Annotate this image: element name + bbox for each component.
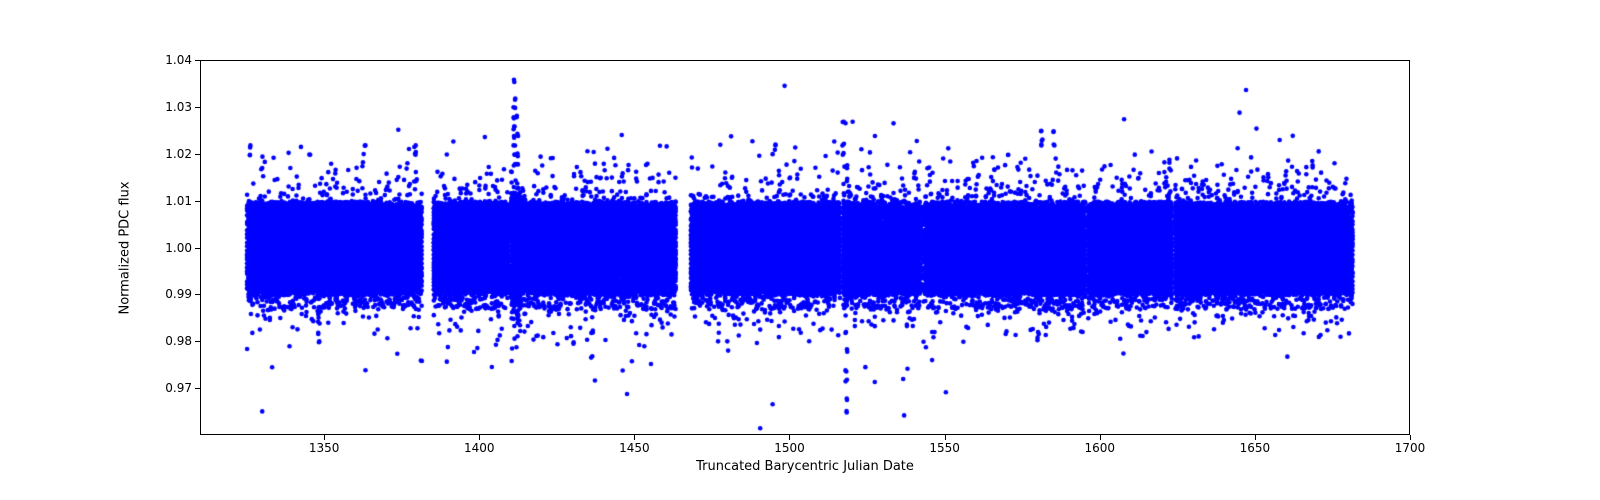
- y-tick-mark: [195, 388, 200, 389]
- x-axis-label: Truncated Barycentric Julian Date: [696, 459, 914, 474]
- y-tick-mark: [195, 154, 200, 155]
- y-tick-label: 1.04: [160, 53, 192, 67]
- y-axis-label: Normalized PDC flux: [118, 181, 133, 314]
- y-tick-mark: [195, 201, 200, 202]
- chart-axes: [200, 60, 1410, 435]
- x-tick-label: 1700: [1395, 441, 1426, 455]
- x-tick-mark: [479, 435, 480, 440]
- figure: Truncated Barycentric Julian Date Normal…: [0, 0, 1600, 500]
- y-tick-label: 1.00: [160, 241, 192, 255]
- y-tick-mark: [195, 107, 200, 108]
- x-tick-mark: [1410, 435, 1411, 440]
- y-tick-label: 0.99: [160, 287, 192, 301]
- x-tick-label: 1600: [1084, 441, 1115, 455]
- y-tick-label: 0.97: [160, 381, 192, 395]
- y-tick-mark: [195, 248, 200, 249]
- x-tick-mark: [634, 435, 635, 440]
- x-tick-label: 1500: [774, 441, 805, 455]
- x-tick-label: 1550: [929, 441, 960, 455]
- x-tick-label: 1350: [309, 441, 340, 455]
- x-tick-mark: [324, 435, 325, 440]
- y-tick-mark: [195, 60, 200, 61]
- x-tick-label: 1650: [1240, 441, 1271, 455]
- scatter-canvas: [201, 61, 1411, 436]
- y-tick-label: 1.01: [160, 194, 192, 208]
- y-tick-mark: [195, 341, 200, 342]
- x-tick-mark: [789, 435, 790, 440]
- y-tick-label: 1.02: [160, 147, 192, 161]
- y-tick-label: 1.03: [160, 100, 192, 114]
- y-tick-label: 0.98: [160, 334, 192, 348]
- x-tick-label: 1450: [619, 441, 650, 455]
- x-tick-mark: [1255, 435, 1256, 440]
- x-tick-mark: [1100, 435, 1101, 440]
- y-tick-mark: [195, 294, 200, 295]
- x-tick-mark: [945, 435, 946, 440]
- x-tick-label: 1400: [464, 441, 495, 455]
